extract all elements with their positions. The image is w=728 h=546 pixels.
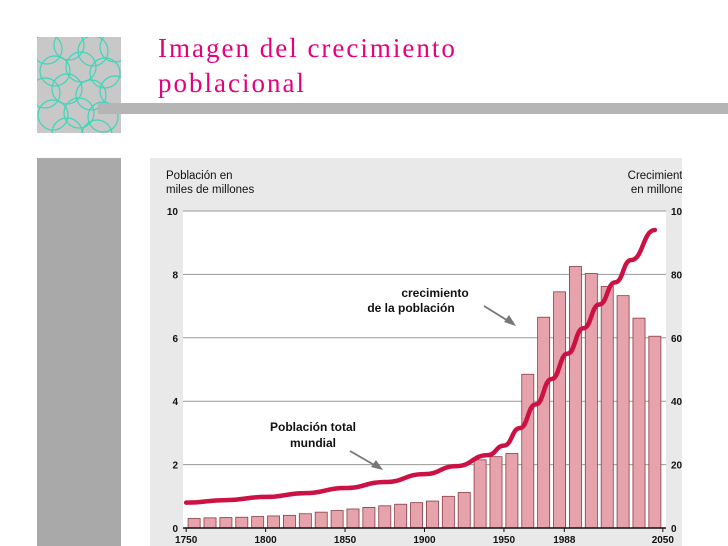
x-tick-label: 1900 — [413, 535, 436, 546]
bar — [537, 316, 551, 529]
x-tick-label: 1850 — [334, 535, 357, 546]
deco-circle — [87, 101, 119, 133]
decorative-circles-pattern — [37, 37, 121, 133]
deco-circle — [53, 37, 85, 61]
right-axis-title-line-1: Crecimiento — [628, 170, 682, 182]
bar — [298, 513, 312, 529]
deco-circle — [37, 37, 63, 65]
annotation-growth-line-2: de la población — [367, 301, 454, 315]
bar — [378, 505, 392, 529]
bar — [489, 456, 503, 529]
bar — [473, 459, 487, 529]
annotation-growth-arrow — [483, 305, 511, 323]
bar — [346, 508, 360, 529]
y-right-tick-label: 800 — [671, 270, 682, 281]
slide-title-line-1: Imagen del crecimiento — [158, 33, 457, 63]
bar — [219, 517, 233, 529]
left-axis-title-line-2: miles de millones — [166, 184, 254, 196]
bar — [394, 503, 408, 529]
y-right-tick-label: 400 — [671, 397, 682, 408]
bar — [330, 510, 344, 529]
deco-circle — [89, 57, 121, 89]
deco-circle — [77, 37, 109, 67]
bar — [426, 500, 439, 529]
y-left-tick-label: 2 — [172, 461, 178, 472]
x-tick-label: 1750 — [175, 535, 198, 546]
bar — [283, 514, 296, 529]
chart-svg: Población en miles de millones Crecimien… — [166, 170, 682, 546]
bar — [187, 518, 201, 529]
plot-area: 0 2 4 6 8 10 0 200 400 600 800 1000 1750 1800 1850 1900… — [167, 207, 682, 546]
x-tick-label: 2050 — [652, 535, 675, 546]
y-left-tick-label: 8 — [172, 270, 178, 281]
bar — [441, 495, 455, 529]
deco-circle — [65, 51, 97, 83]
bar — [251, 516, 265, 529]
bar — [362, 506, 376, 529]
left-axis-title-line-1: Población en — [166, 170, 233, 182]
bar — [521, 373, 535, 529]
bar — [632, 317, 646, 529]
bar — [314, 511, 328, 529]
y-right-tick-label: 600 — [671, 334, 682, 345]
slide-title-line-2: poblacional — [158, 68, 306, 98]
bar — [267, 515, 281, 529]
slide-title: Imagen del crecimiento poblacional — [158, 31, 578, 101]
deco-circle — [37, 77, 61, 109]
deco-circle — [51, 117, 83, 133]
right-axis-title-line-2: en millones — [631, 184, 682, 196]
deco-circle — [63, 97, 95, 129]
deco-circle — [75, 79, 107, 111]
bar — [410, 502, 423, 529]
annotation-population-line-2: mundial — [290, 436, 336, 450]
title-divider — [98, 103, 728, 114]
sidebar-decoration — [37, 158, 121, 546]
population-chart: Población en miles de millones Crecimien… — [150, 158, 682, 546]
y-left-tick-label: 10 — [167, 207, 179, 218]
y-left-tick-label: 0 — [172, 524, 178, 535]
x-tick-label: 1988 — [553, 535, 576, 546]
deco-circle — [37, 99, 69, 131]
annotation-population-arrow — [349, 450, 377, 467]
y-right-tick-label: 1000 — [671, 207, 682, 218]
annotation-growth-line-1: crecimiento — [401, 286, 468, 300]
y-right-tick-label: 0 — [671, 524, 677, 535]
bar — [203, 517, 217, 529]
bar — [648, 335, 662, 529]
bar — [457, 492, 471, 529]
y-left-tick-label: 4 — [172, 397, 178, 408]
population-line — [183, 227, 658, 505]
deco-circle — [39, 55, 71, 87]
bar — [568, 266, 582, 529]
annotation-population-arrowhead — [371, 460, 383, 470]
bar — [235, 516, 249, 529]
y-left-tick-label: 6 — [172, 334, 178, 345]
y-right-tick-label: 200 — [671, 461, 682, 472]
annotation-growth-arrowhead — [504, 315, 516, 326]
x-tick-label: 1800 — [254, 535, 277, 546]
bar — [600, 286, 614, 529]
circles-icon — [37, 37, 121, 133]
bar — [505, 453, 519, 529]
bar — [616, 295, 630, 529]
annotation-population-line-1: Población total — [270, 420, 356, 434]
x-tick-label: 1950 — [493, 535, 516, 546]
deco-circle — [81, 119, 113, 133]
bar — [553, 291, 566, 529]
